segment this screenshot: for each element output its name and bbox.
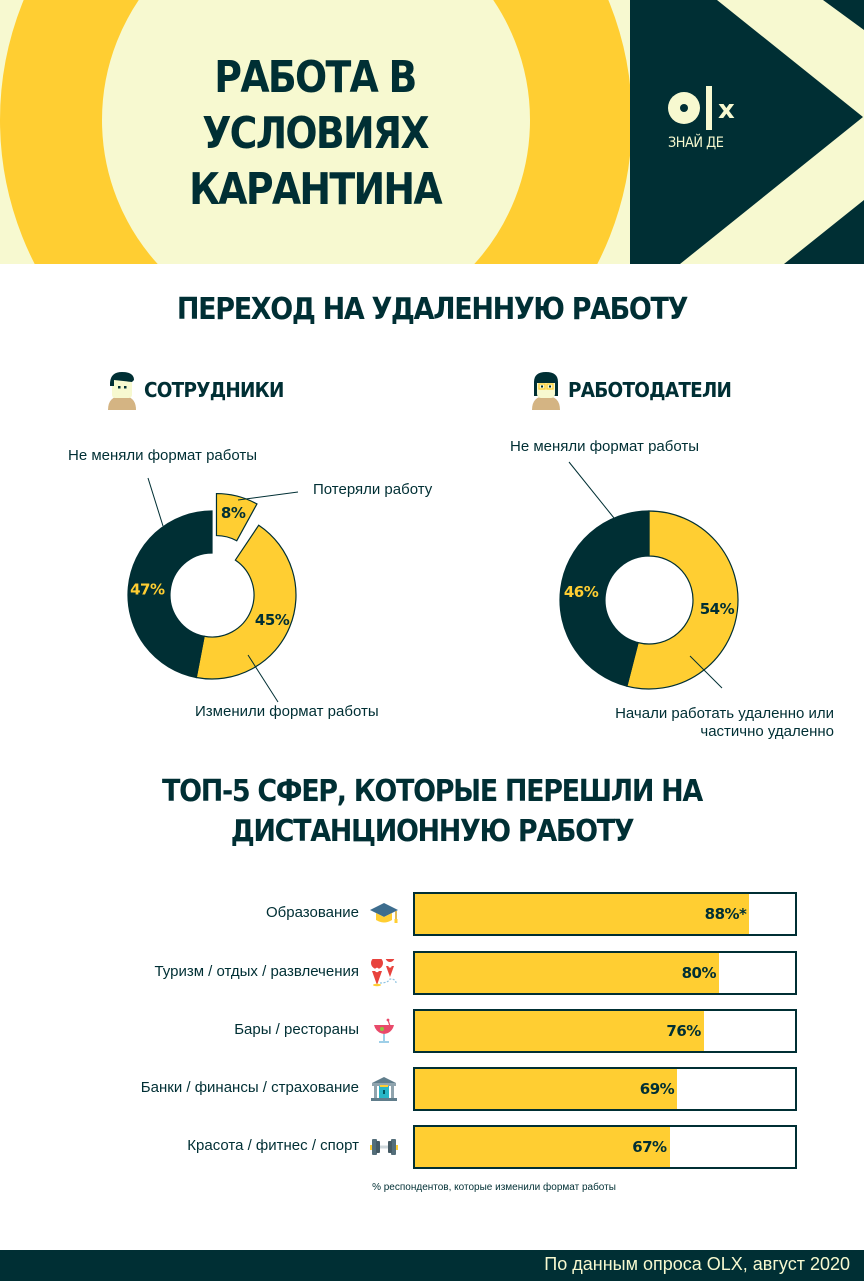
donut-slice xyxy=(215,492,258,542)
hero-title-line: УСЛОВИЯХ xyxy=(202,108,429,159)
section-title-line: ДИСТАНЦИОННУЮ РАБОТУ xyxy=(230,814,635,849)
donut-value-label: 54% xyxy=(700,600,735,618)
yellow-ring-decoration xyxy=(0,0,632,264)
donut-value-label: 8% xyxy=(221,504,246,522)
bar-fill xyxy=(415,1069,678,1109)
chevron-stripe-decoration xyxy=(680,0,864,264)
bar-row: Образование 88%* xyxy=(0,892,864,936)
hero-background xyxy=(0,0,864,264)
donut-slice xyxy=(195,524,297,680)
bar-track: 69% xyxy=(413,1067,797,1111)
bar-value-label: 88%* xyxy=(704,905,747,923)
bar-category-label: Туризм / отдых / развлечения xyxy=(154,963,359,980)
bar-value-label: 76% xyxy=(666,1022,701,1040)
bar-value-label: 80% xyxy=(681,964,717,982)
bar-fill xyxy=(415,894,750,934)
donut-slice xyxy=(127,510,213,679)
leader-line xyxy=(247,654,279,703)
dumbbell-icon xyxy=(368,1133,400,1161)
bar-row: Банки / финансы / страхование 69% xyxy=(0,1067,864,1111)
hero-title-line: КАРАНТИНА xyxy=(189,164,443,215)
hero-title: РАБОТА В УСЛОВИЯХ КАРАНТИНА xyxy=(139,50,492,218)
bar-fill xyxy=(415,1011,704,1051)
bar-chart-footnote: % респондентов, которые изменили формат … xyxy=(372,1182,616,1193)
male-avatar-icon xyxy=(108,372,136,410)
bar-track: 80% xyxy=(413,951,797,995)
footer-bar: По данным опроса OLX, август 2020 xyxy=(0,1250,864,1281)
employers-heading: РАБОТОДАТЕЛИ xyxy=(530,370,745,410)
bar-category-label: Банки / финансы / страхование xyxy=(140,1079,359,1096)
label-employees-changed: Изменили формат работы xyxy=(195,703,379,720)
bar-category-label: Образование xyxy=(266,904,359,921)
map-pins-icon xyxy=(368,953,400,987)
leader-line xyxy=(237,491,299,501)
employers-heading-label: РАБОТОДАТЕЛИ xyxy=(568,378,732,402)
graduation-cap-icon xyxy=(368,900,400,928)
bar-track: 88%* xyxy=(413,892,797,936)
leader-line xyxy=(689,655,723,689)
bar-category-label: Красота / фитнес / спорт xyxy=(187,1137,359,1154)
logo-tagline: ЗНАЙ ДЕ xyxy=(668,135,724,151)
donut-value-label: 45% xyxy=(255,611,290,629)
bar-value-label: 67% xyxy=(632,1138,667,1156)
bar-row: Бары / рестораны 76% xyxy=(0,1009,864,1053)
hero-title-line: РАБОТА В xyxy=(214,52,417,103)
label-employers-unchanged: Не меняли формат работы xyxy=(510,438,700,455)
logo-letter-o xyxy=(668,92,700,124)
label-employers-remote-line: частично удаленно xyxy=(700,723,834,740)
section-title-top5: ТОП-5 СФЕР, КОТОРЫЕ ПЕРЕШЛИ НА ДИСТАНЦИО… xyxy=(43,772,821,852)
footer-source: По данным опроса OLX, август 2020 xyxy=(544,1254,850,1274)
leader-line xyxy=(568,461,615,519)
bar-fill xyxy=(415,1127,670,1167)
donut-value-label: 47% xyxy=(130,580,165,598)
bar-row: Туризм / отдых / развлечения 80% xyxy=(0,951,864,995)
donut-value-label: 46% xyxy=(564,583,599,601)
section-title-line: ТОП-5 СФЕР, КОТОРЫЕ ПЕРЕШЛИ НА xyxy=(162,774,703,809)
bar-value-label: 69% xyxy=(639,1080,675,1098)
logo-letter-x: x xyxy=(718,95,735,125)
bar-track: 76% xyxy=(413,1009,797,1053)
hero-header: РАБОТА В УСЛОВИЯХ КАРАНТИНА x ЗНАЙ ДЕ xyxy=(0,0,864,264)
leader-line xyxy=(147,477,164,527)
label-employers-remote: Начали работать удаленно или частично уд… xyxy=(600,705,834,741)
female-avatar-icon xyxy=(532,372,560,410)
section-title-remote-work: ПЕРЕХОД НА УДАЛЕННУЮ РАБОТУ xyxy=(176,292,688,327)
label-employers-remote-line: Начали работать удаленно или xyxy=(615,705,834,722)
bar-category-label: Бары / рестораны xyxy=(234,1021,359,1038)
donut-slice xyxy=(559,510,650,687)
bar-fill xyxy=(415,953,719,993)
logo-letter-l xyxy=(706,86,712,130)
bank-icon xyxy=(368,1075,400,1103)
olx-logo: x ЗНАЙ ДЕ xyxy=(668,85,758,151)
olx-logo-mark: x xyxy=(668,85,758,131)
label-employees-unchanged: Не меняли формат работы xyxy=(68,447,258,464)
cocktail-icon xyxy=(368,1017,400,1045)
bar-track: 67% xyxy=(413,1125,797,1169)
bar-row: Красота / фитнес / спорт 67% xyxy=(0,1125,864,1169)
donut-slice xyxy=(626,510,739,690)
employees-heading-label: СОТРУДНИКИ xyxy=(144,378,284,402)
label-employees-lost-job: Потеряли работу xyxy=(313,481,433,498)
employees-heading: СОТРУДНИКИ xyxy=(106,370,296,410)
